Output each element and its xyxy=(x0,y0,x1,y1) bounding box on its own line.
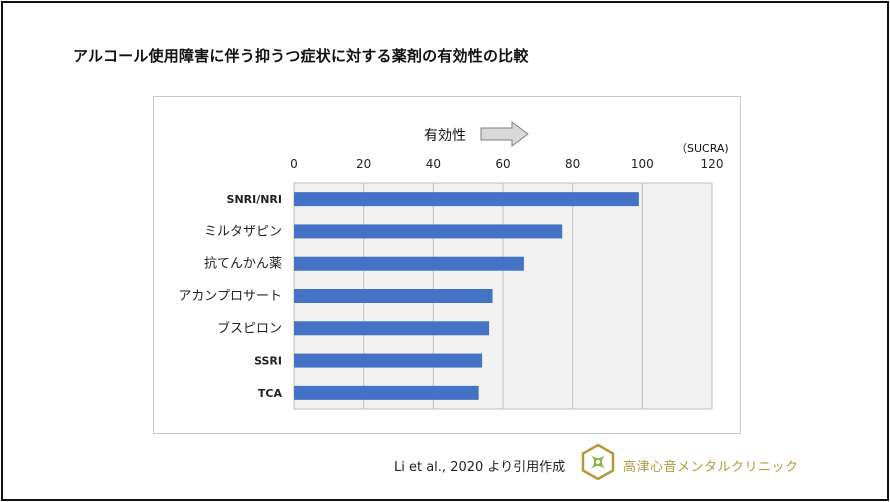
page-title: アルコール使用障害に伴う抑うつ症状に対する薬剤の有効性の比較 xyxy=(73,47,529,65)
bar xyxy=(294,385,479,400)
right-arrow-icon xyxy=(480,121,529,147)
x-tick-label: 60 xyxy=(495,157,510,171)
x-tick-label: 20 xyxy=(356,157,371,171)
bar xyxy=(294,353,483,368)
chart-area: 有効性 （SUCRA) 0 20 40 60 80 100 120 SNRI/NRI ミルタザピ… xyxy=(153,96,741,434)
bar-chart: 0 20 40 60 80 100 120 SNRI/NRI ミルタザピン抗てんかん薬アカンプロ… xyxy=(178,157,724,410)
y-category-label: アカンプロサート xyxy=(178,289,282,304)
bar xyxy=(294,256,524,271)
unit-label: （SUCRA) xyxy=(676,142,729,155)
x-tick-label: 120 xyxy=(701,157,724,171)
y-category-label: ブスピロン xyxy=(217,320,282,336)
y-category-label: SSRI xyxy=(254,355,282,368)
bar xyxy=(294,289,493,303)
y-category-label: 抗てんかん薬 xyxy=(204,257,282,272)
x-tick-label: 100 xyxy=(631,157,654,171)
y-category-label: SNRI/NRI xyxy=(227,193,282,206)
effectiveness-label: 有効性 xyxy=(424,128,466,144)
x-tick-label: 80 xyxy=(565,157,580,171)
citation: Li et al., 2020 より引用作成 xyxy=(394,460,566,475)
clinic-name: 高津心音メンタルクリニック xyxy=(623,460,799,475)
bar xyxy=(294,192,639,207)
bar xyxy=(294,321,490,336)
y-category-label: TCA xyxy=(258,387,283,400)
bar xyxy=(294,224,563,239)
x-tick-label: 40 xyxy=(426,157,441,171)
y-category-label: ミルタザピン xyxy=(204,224,282,239)
x-tick-label: 0 xyxy=(290,157,298,171)
clinic-logo-icon xyxy=(581,443,615,481)
